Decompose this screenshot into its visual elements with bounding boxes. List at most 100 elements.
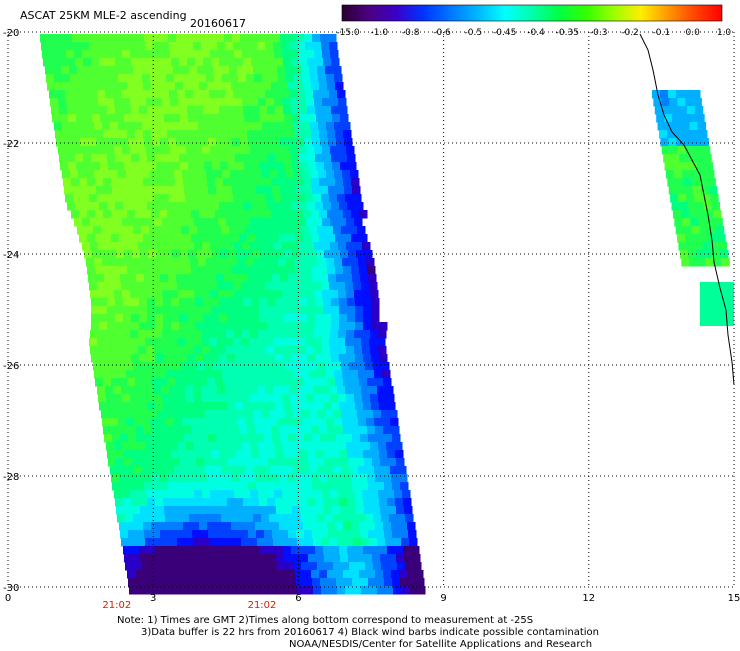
swath-cell xyxy=(685,234,694,243)
swath-cell xyxy=(187,298,196,307)
swath-cell xyxy=(279,378,288,387)
swath-cell xyxy=(286,170,295,179)
swath-cell xyxy=(189,514,198,523)
swath-cell xyxy=(272,186,281,195)
swath-cell xyxy=(318,122,327,131)
swath-cell xyxy=(282,218,291,227)
swath-cell xyxy=(150,418,159,427)
swath-cell xyxy=(259,202,268,211)
swath-cell xyxy=(283,546,292,555)
swath-cell xyxy=(233,282,242,291)
swath-cell xyxy=(321,282,330,291)
swath-cell xyxy=(259,314,268,323)
swath-cell xyxy=(242,346,251,355)
swath-cell xyxy=(297,90,306,99)
swath-cell xyxy=(134,258,143,267)
swath-cell xyxy=(310,122,319,131)
swath-cell xyxy=(99,354,108,363)
swath-cell xyxy=(268,114,277,123)
swath-cell xyxy=(227,546,236,555)
swath-cell xyxy=(88,138,97,147)
swath-cell xyxy=(279,426,288,435)
swath-cell xyxy=(57,90,66,99)
swath-cell xyxy=(235,202,244,211)
swath-cell xyxy=(82,146,91,155)
swath-cell xyxy=(110,370,119,379)
swath-cell xyxy=(103,234,112,243)
swath-cell xyxy=(177,338,186,347)
swath-cell xyxy=(247,426,256,435)
swath-cell xyxy=(714,218,723,227)
swath-cell xyxy=(250,290,259,299)
swath-cell xyxy=(347,154,356,163)
swath-cell xyxy=(272,482,281,491)
swath-cell xyxy=(159,266,168,275)
swath-cell xyxy=(248,138,257,147)
swath-cell xyxy=(249,538,258,547)
swath-cell xyxy=(233,538,242,547)
swath-cell xyxy=(299,298,308,307)
swath-cell xyxy=(114,490,123,499)
swath-cell xyxy=(131,154,140,163)
swath-cell xyxy=(171,546,180,555)
swath-cell xyxy=(697,170,707,179)
swath-cell xyxy=(237,362,246,371)
swath-cell xyxy=(331,498,340,507)
swath-cell xyxy=(252,162,261,171)
swath-cell xyxy=(118,466,127,475)
swath-cell xyxy=(198,74,207,83)
swath-cell xyxy=(84,162,93,171)
swath-cell xyxy=(218,146,227,155)
swath-cell xyxy=(155,306,164,315)
swath-cell xyxy=(232,530,241,539)
swath-cell xyxy=(397,514,406,523)
swath-cell xyxy=(677,98,686,107)
swath-cell xyxy=(395,450,404,459)
swath-cell xyxy=(314,490,323,499)
swath-cell xyxy=(292,554,301,563)
swath-cell xyxy=(347,354,356,363)
swath-cell xyxy=(139,58,148,67)
swath-cell xyxy=(317,226,326,235)
swath-cell xyxy=(194,442,203,451)
swath-cell xyxy=(328,578,337,587)
swath-cell xyxy=(237,226,246,235)
swath-cell xyxy=(345,586,354,595)
swath-cell xyxy=(270,170,279,179)
swath-cell xyxy=(368,530,377,539)
swath-cell xyxy=(118,74,127,83)
swath-cell xyxy=(76,162,85,171)
swath-cell xyxy=(701,146,711,155)
swath-cell xyxy=(163,298,172,307)
swath-cell xyxy=(178,98,187,107)
swath-cell xyxy=(197,226,206,235)
swath-cell xyxy=(334,170,343,179)
product-title: ASCAT 25KM MLE-2 ascending xyxy=(20,9,187,22)
swath-cell xyxy=(156,554,165,563)
swath-cell xyxy=(222,258,231,267)
swath-cell xyxy=(299,202,308,211)
swath-cell xyxy=(279,210,288,219)
swath-cell xyxy=(141,514,150,523)
swath-cell xyxy=(706,218,715,227)
swath-cell xyxy=(190,258,199,267)
swath-cell xyxy=(92,114,101,123)
swath-cell xyxy=(359,570,368,579)
swath-cell xyxy=(159,178,168,187)
swath-cell xyxy=(85,226,94,235)
swath-cell xyxy=(219,314,228,323)
swath-cell xyxy=(133,410,142,419)
swath-cell xyxy=(126,418,135,427)
swath-cell xyxy=(137,386,146,395)
swath-cell xyxy=(224,274,233,283)
swath-cell xyxy=(134,74,143,83)
swath-cell xyxy=(198,418,207,427)
swath-cell xyxy=(166,418,175,427)
swath-cell xyxy=(295,378,304,387)
swath-cell xyxy=(234,242,243,251)
swath-cell xyxy=(163,402,172,411)
swath-cell xyxy=(139,106,148,115)
swath-cell xyxy=(211,450,220,459)
swath-cell xyxy=(321,90,330,99)
swath-cell xyxy=(151,82,160,91)
